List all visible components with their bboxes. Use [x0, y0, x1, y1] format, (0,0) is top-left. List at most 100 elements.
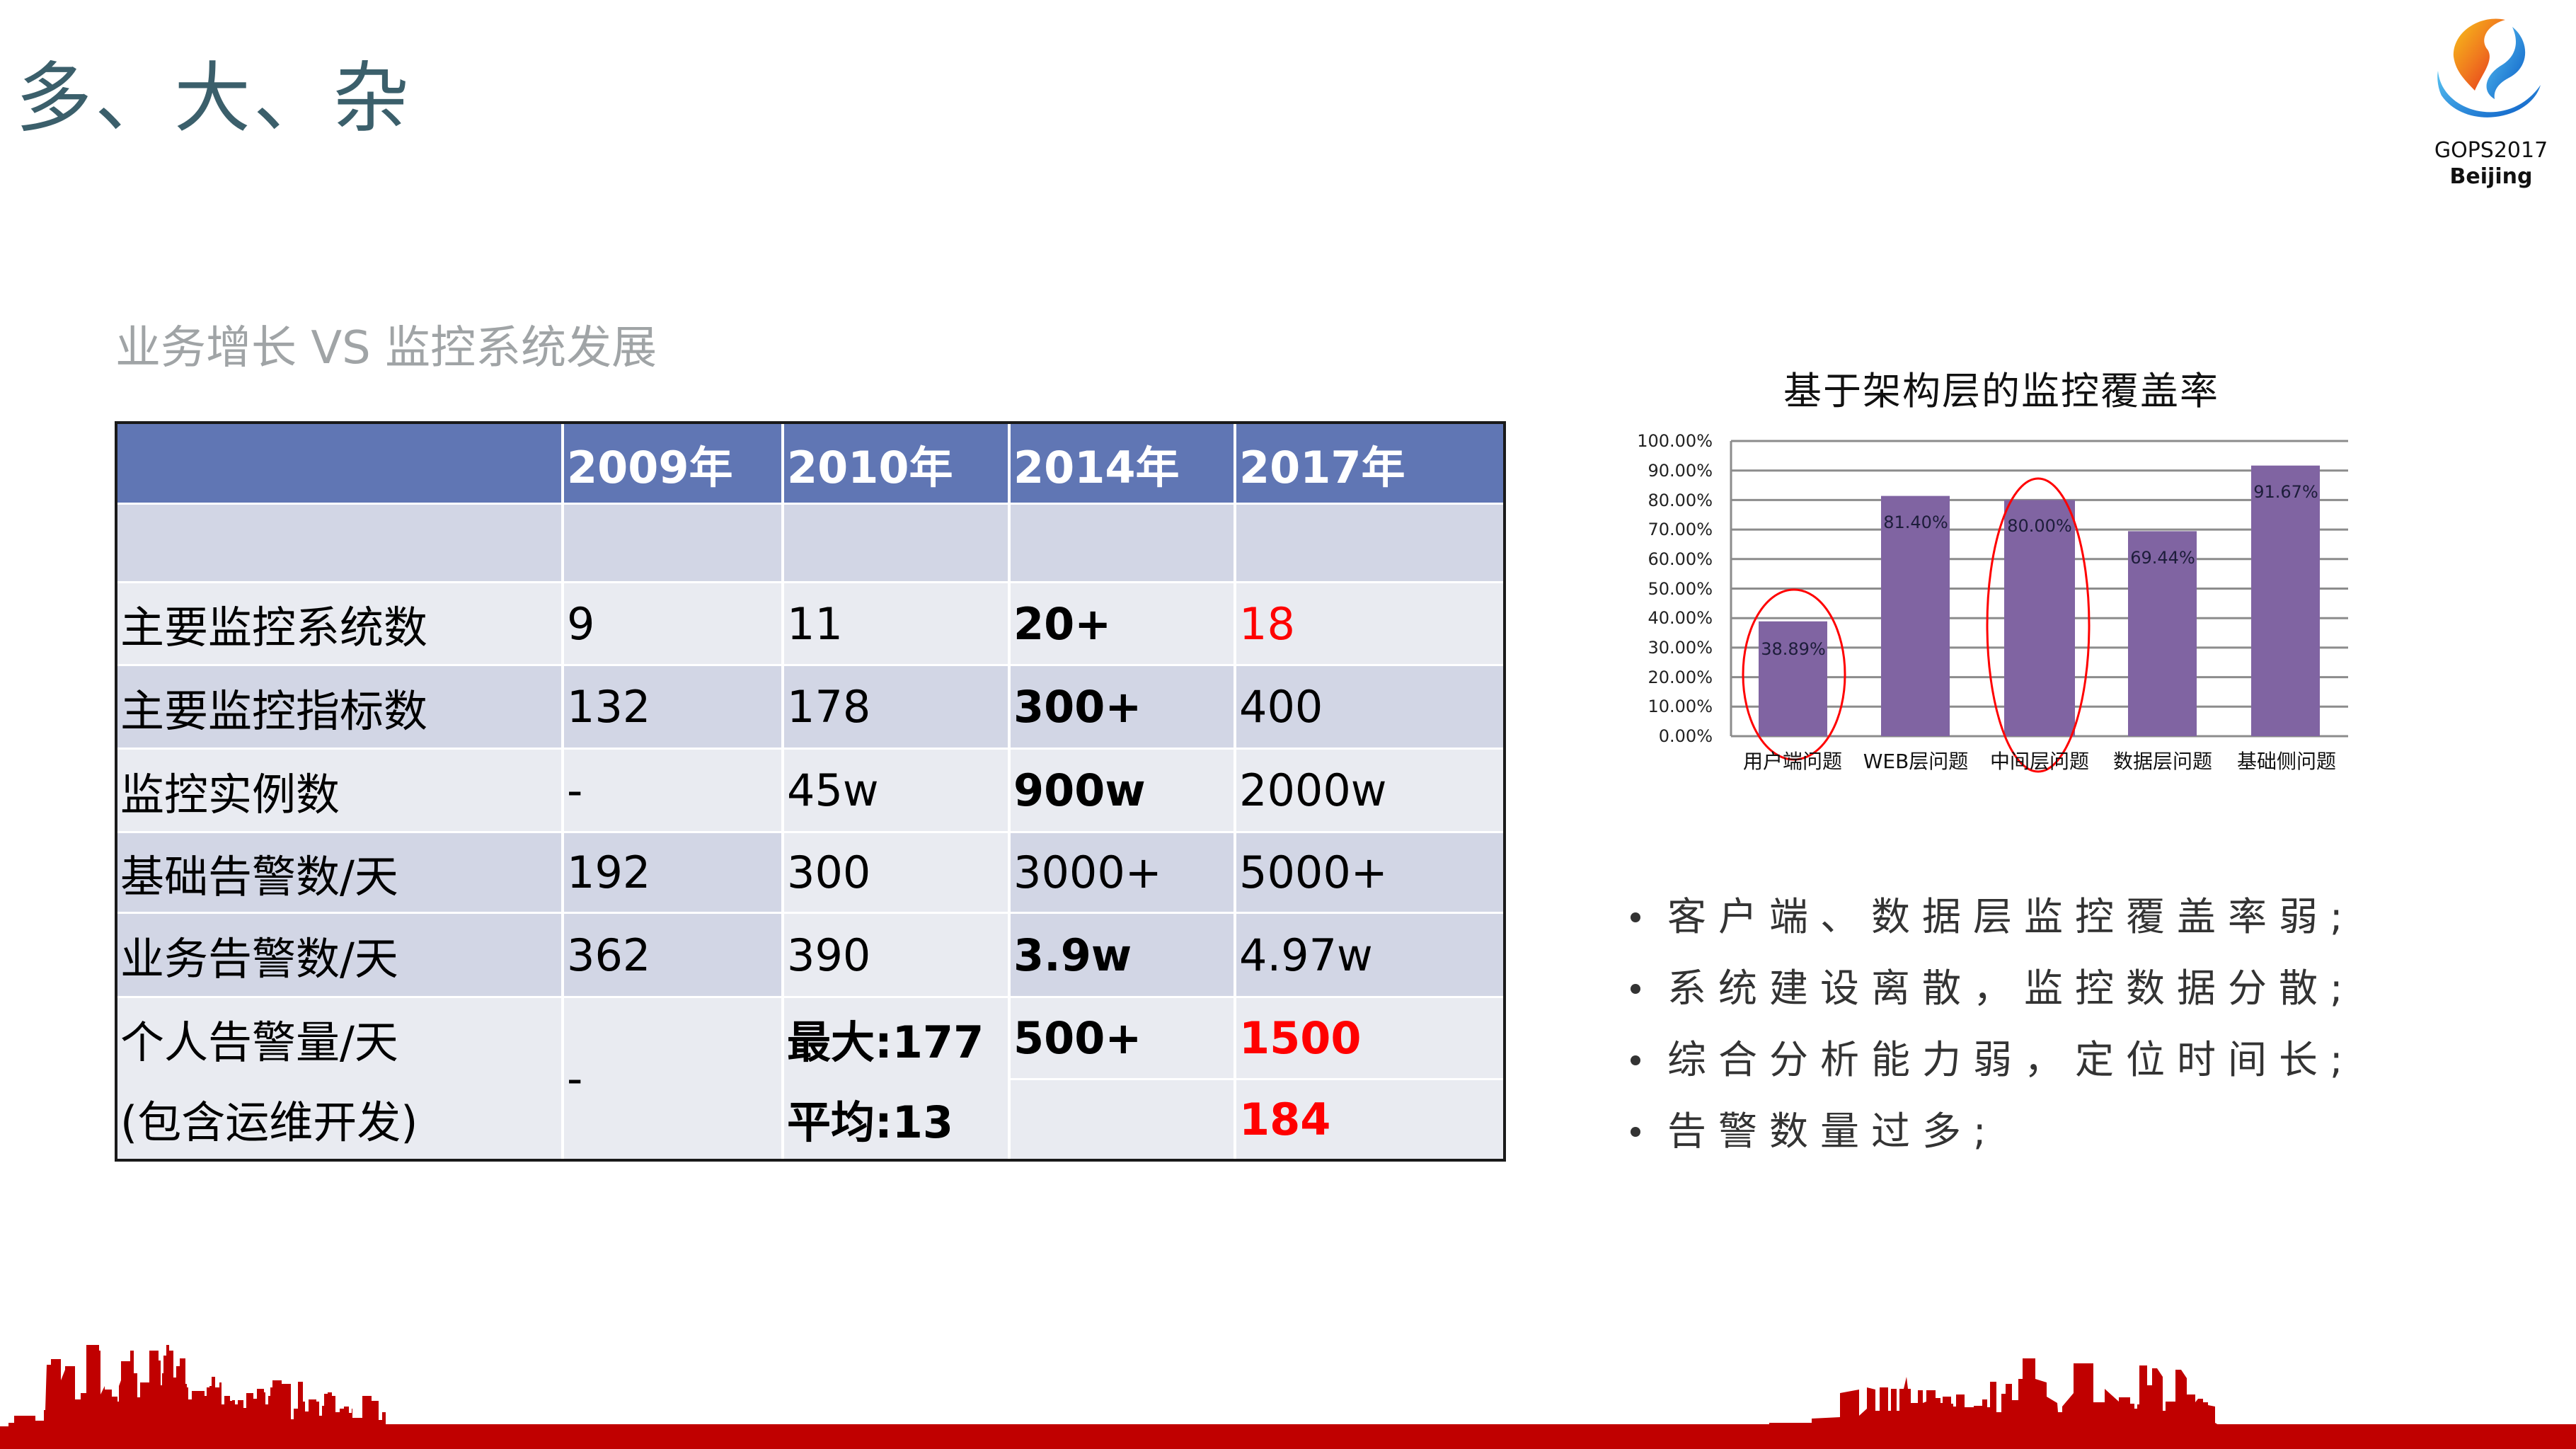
bar-infra-layer: [2251, 465, 2320, 736]
y-tick: 80.00%: [1648, 491, 1713, 510]
highlight-ellipses: [1742, 477, 2091, 773]
bar-user-side: [1759, 621, 1827, 736]
table-row-empty-label: [117, 505, 561, 581]
monitoring-growth-table: 2009年 2010年 2014年 2017年 主要监控系统数 9 11 20+…: [115, 421, 1506, 1162]
table-cell: [1236, 505, 1503, 581]
table-cell-highlight: 18: [1236, 583, 1503, 664]
row-label-business-alerts: 业务告警数/天: [117, 914, 561, 996]
table-cell: 11: [784, 583, 1008, 664]
table-cell: 900w: [1011, 750, 1234, 831]
table-cell: 300: [784, 833, 1008, 912]
y-tick: 20.00%: [1648, 668, 1713, 687]
bars: [1759, 465, 2320, 736]
header-cell-2014: 2014年: [1011, 424, 1234, 503]
table-cell: 20+: [1011, 583, 1234, 664]
ellipse-middle-layer: [1986, 477, 2091, 773]
logo-text-city: Beijing: [2449, 164, 2533, 189]
personal-avg-value: 平均:13: [787, 1096, 954, 1149]
city-skyline-decoration: [0, 1345, 2576, 1449]
table-cell: 45w: [784, 750, 1008, 831]
header-cell-label: [117, 424, 561, 503]
table-cell: 390: [784, 914, 1008, 996]
chart-plot-area: [1730, 440, 2348, 773]
table-cell-highlight: 184: [1236, 1080, 1503, 1159]
y-tick: 100.00%: [1637, 431, 1713, 451]
header-cell-2017: 2017年: [1236, 424, 1503, 503]
table-cell: 4.97w: [1236, 914, 1503, 996]
bar-data-layer: [2128, 531, 2197, 736]
x-axis-label: 基础侧问题: [2236, 750, 2336, 773]
row-label-personal-line2: (包含运维开发): [120, 1096, 418, 1149]
gops-flame-icon: [2437, 18, 2541, 118]
issues-bullet-list: 客户端、数据层监控覆盖率弱; 系统建设离散，监控数据分散; 综合分析能力弱，定位…: [1628, 881, 2355, 1167]
table-cell: [784, 505, 1008, 581]
table-cell: [1011, 505, 1234, 581]
table-cell: 2000w: [1236, 750, 1503, 831]
bullet-dot-icon: [1631, 1127, 1640, 1137]
bar-value-label: 80.00%: [2007, 516, 2072, 536]
table-cell: 3000+: [1011, 833, 1234, 912]
table-cell: 132: [564, 666, 781, 748]
y-tick: 40.00%: [1648, 608, 1713, 628]
row-label-monitor-metrics: 主要监控指标数: [117, 666, 561, 748]
gops-logo: GOPS2017 Beijing: [2417, 7, 2565, 191]
coverage-bar-chart: 基于架构层的监控覆盖率 100.00%: [1592, 340, 2385, 821]
x-axis-label: 数据层问题: [2112, 750, 2212, 773]
y-tick: 70.00%: [1648, 520, 1713, 539]
list-item-text: 综合分析能力弱，定位时间长;: [1667, 1037, 2355, 1082]
skyline-right: [1769, 1358, 2576, 1449]
slide-title: 多、大、杂: [16, 55, 413, 143]
table-cell: 400: [1236, 666, 1503, 748]
table-cell: 500+: [1011, 998, 1234, 1078]
list-item: 综合分析能力弱，定位时间长;: [1628, 1024, 2355, 1096]
row-label-monitor-systems: 主要监控系统数: [117, 583, 561, 664]
bar-value-label: 81.40%: [1883, 512, 1948, 532]
table-cell: 5000+: [1236, 833, 1503, 912]
table-cell-highlight: 1500: [1236, 998, 1503, 1078]
table-cell: 9: [564, 583, 781, 664]
y-tick: 60.00%: [1648, 549, 1713, 569]
row-label-basic-alerts: 基础告警数/天: [117, 833, 561, 912]
ellipse-user-side: [1742, 588, 1846, 761]
table-cell-max-avg: 最大:177 平均:13: [784, 998, 1008, 1159]
table-cell: -: [564, 998, 781, 1159]
table-cell: 192: [564, 833, 781, 912]
section-subtitle: 业务增长 VS 监控系统发展: [115, 322, 657, 374]
y-tick: 90.00%: [1648, 461, 1713, 481]
list-item-text: 客户端、数据层监控覆盖率弱;: [1667, 894, 2355, 939]
y-tick: 10.00%: [1648, 697, 1713, 716]
bar-value-label: 69.44%: [2130, 548, 2195, 568]
x-axis-label: 用户端问题: [1742, 750, 1842, 773]
list-item-text: 告警数量过多;: [1667, 1109, 1999, 1154]
list-item: 告警数量过多;: [1628, 1096, 2355, 1167]
table-cell: [564, 505, 781, 581]
table-cell: 3.9w: [1011, 914, 1234, 996]
table-cell: 178: [784, 666, 1008, 748]
list-item: 客户端、数据层监控覆盖率弱;: [1628, 881, 2355, 953]
personal-max-value: 最大:177: [787, 1016, 984, 1068]
bar-value-label: 91.67%: [2253, 482, 2318, 502]
bar-middle-layer: [2004, 500, 2075, 736]
table-cell: -: [564, 750, 781, 831]
bullet-dot-icon: [1631, 1055, 1640, 1065]
y-tick: 30.00%: [1648, 638, 1713, 658]
header-cell-2009: 2009年: [564, 424, 781, 503]
table-cell: 362: [564, 914, 781, 996]
x-axis-label: WEB层问题: [1863, 750, 1969, 773]
bullet-dot-icon: [1631, 984, 1640, 994]
bar-value-label: 38.89%: [1761, 639, 1826, 659]
table-cell: 300+: [1011, 666, 1234, 748]
logo-text-gops: GOPS2017: [2434, 138, 2548, 163]
y-tick: 0.00%: [1658, 726, 1713, 746]
row-label-personal-alerts: 个人告警量/天 (包含运维开发): [117, 998, 561, 1159]
row-label-monitor-instances: 监控实例数: [117, 750, 561, 831]
bullet-dot-icon: [1631, 912, 1640, 922]
list-item-text: 系统建设离散，监控数据分散;: [1667, 966, 2355, 1011]
x-axis-label: 中间层问题: [1989, 750, 2089, 773]
y-tick: 50.00%: [1648, 579, 1713, 599]
chart-title: 基于架构层的监控覆盖率: [1783, 369, 2219, 413]
table-cell-empty: [1011, 1080, 1234, 1159]
row-label-personal-line1: 个人告警量/天: [120, 1016, 398, 1068]
list-item: 系统建设离散，监控数据分散;: [1628, 953, 2355, 1024]
bar-web-layer: [1881, 496, 1950, 736]
